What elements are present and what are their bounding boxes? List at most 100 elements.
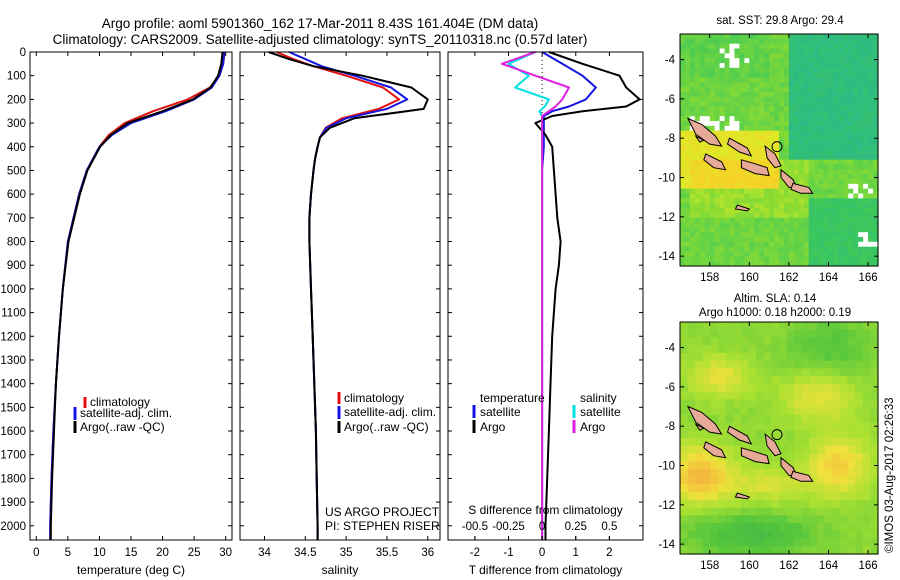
map-cell — [739, 63, 745, 69]
map-cell — [754, 38, 760, 45]
map-cell — [833, 169, 839, 175]
map-cell — [868, 222, 874, 228]
map-cell — [733, 422, 742, 431]
map-cell — [818, 159, 825, 166]
map-cell — [724, 232, 731, 238]
map-cell — [699, 193, 706, 199]
map-cell — [873, 82, 879, 88]
map-cell — [694, 174, 701, 180]
map-cell — [709, 183, 716, 190]
map-cell — [779, 322, 788, 331]
map-cell — [779, 130, 785, 137]
map-cell — [862, 329, 871, 339]
map-cell — [813, 227, 820, 233]
map-cell — [847, 345, 856, 354]
map-cell — [823, 53, 830, 59]
map-cell — [748, 407, 757, 416]
map-cell — [803, 241, 810, 248]
map-cell — [868, 140, 874, 146]
map-cell — [853, 179, 859, 185]
map-cell — [832, 468, 841, 478]
map-cell — [794, 492, 803, 501]
map-cell — [862, 407, 871, 416]
map-cell — [719, 232, 726, 238]
map-cell — [759, 174, 765, 180]
map-cell — [838, 145, 844, 151]
map-cell — [838, 135, 844, 141]
map-cell — [709, 169, 716, 175]
map-cell — [718, 376, 727, 385]
map-cell — [729, 179, 736, 185]
map-cell — [858, 58, 864, 64]
y-tick-label: 500 — [7, 165, 26, 177]
map-cell — [808, 82, 815, 88]
map-cell — [748, 461, 757, 470]
map-cell — [832, 329, 841, 339]
map-cell — [733, 523, 742, 532]
map-cell — [779, 222, 785, 228]
map-cell — [695, 430, 704, 439]
map-cell — [798, 174, 805, 180]
map-cell — [725, 492, 734, 501]
map-cell — [687, 538, 696, 547]
map-cell — [756, 337, 765, 346]
map-cell — [769, 135, 775, 141]
map-cell — [729, 261, 736, 267]
map-cell — [783, 241, 790, 248]
map-cell — [873, 241, 879, 248]
map-cell — [839, 468, 849, 478]
map-cell — [759, 145, 765, 151]
map-cell — [847, 407, 856, 416]
map-cell — [833, 135, 839, 141]
map-cell — [858, 111, 864, 117]
map-cell — [718, 414, 727, 424]
map-cell — [818, 140, 825, 146]
map-cell — [847, 329, 856, 339]
map-cell — [863, 251, 869, 257]
map-cell — [788, 53, 795, 59]
map-cell — [709, 116, 716, 122]
map-cell — [694, 87, 701, 93]
map-cell — [863, 241, 869, 248]
map-cell — [754, 222, 760, 228]
map-cell — [847, 507, 856, 516]
map-cell — [739, 34, 745, 40]
map-cell — [744, 87, 750, 93]
map-cell — [714, 92, 721, 98]
map-cell — [729, 212, 736, 219]
map-cell — [759, 217, 765, 224]
map-cell — [828, 256, 835, 262]
map-cell — [749, 150, 755, 156]
map-cell — [783, 203, 790, 209]
map-cell — [783, 121, 790, 127]
map-cell — [838, 154, 844, 161]
map-cell — [786, 507, 795, 516]
island-shape — [764, 144, 782, 169]
map-cell — [858, 237, 864, 243]
map-cell — [817, 445, 826, 455]
map-cell — [699, 140, 706, 146]
map-cell — [702, 530, 712, 540]
y-tick-label: 0 — [20, 47, 26, 59]
map-cell — [839, 515, 849, 524]
map-cell — [748, 329, 757, 339]
map-cell — [779, 96, 785, 103]
map-cell — [813, 140, 820, 146]
credit-pi: PI: STEPHEN RISER — [325, 519, 440, 533]
map-cell — [694, 154, 701, 161]
map-cell — [833, 53, 839, 59]
map-cell — [769, 92, 775, 98]
map-cell — [704, 256, 711, 262]
map-cell — [774, 150, 780, 156]
map-cell — [729, 82, 736, 88]
map-cell — [843, 63, 849, 69]
map-cell — [709, 58, 716, 64]
map-cell — [779, 77, 785, 83]
map-cell — [813, 101, 820, 108]
map-cell — [763, 530, 772, 540]
map-cell — [858, 72, 864, 79]
map-cell — [733, 376, 742, 385]
map-cell — [809, 322, 818, 331]
map-cell — [718, 538, 727, 547]
map-cell — [779, 111, 785, 117]
